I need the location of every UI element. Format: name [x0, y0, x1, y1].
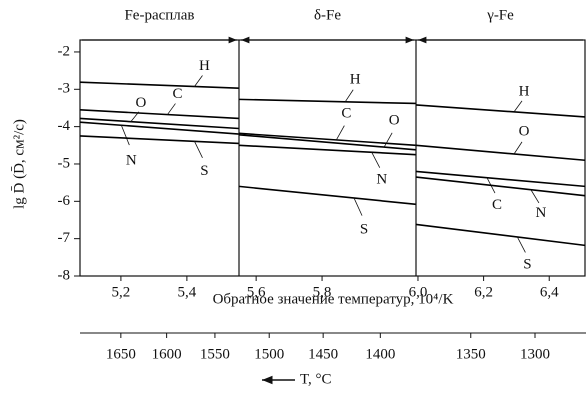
label-leader [167, 103, 176, 115]
x-tick-label: 5,4 [178, 284, 197, 300]
temperature-tick-label: 1550 [200, 346, 230, 362]
temperature-tick-label: 1650 [106, 346, 136, 362]
label-leader [353, 197, 363, 216]
x-tick-label: 5,2 [112, 284, 131, 300]
x-tick-label: 6,4 [540, 284, 559, 300]
phase-label: γ-Fe [486, 7, 514, 23]
y-tick-label: -5 [58, 155, 71, 171]
series-label: C [172, 86, 182, 102]
label-leader [513, 141, 523, 155]
series-line [238, 185, 417, 206]
label-leader [513, 100, 523, 113]
series-label: H [350, 71, 361, 87]
series-line [415, 104, 586, 118]
label-leader [371, 152, 381, 168]
y-tick-label: -7 [58, 230, 71, 246]
label-leader [194, 141, 203, 159]
y-tick-label: -8 [58, 267, 71, 283]
series-label: H [199, 58, 210, 74]
x-tick-label: 5,6 [247, 284, 266, 300]
series-label: S [360, 221, 368, 237]
series-label: C [492, 197, 502, 213]
y-tick-label: -6 [58, 193, 71, 209]
label-leader [336, 125, 345, 141]
y-tick-label: -2 [58, 43, 71, 59]
series-label: C [341, 105, 351, 121]
series-line [238, 132, 417, 147]
series-line [79, 121, 240, 135]
x-tick-label: 6,2 [474, 284, 493, 300]
phase-label: δ-Fe [314, 7, 341, 23]
temperature-tick-label: 1350 [456, 346, 486, 362]
plot-frame [79, 39, 586, 277]
label-leader [194, 75, 203, 87]
series-line [79, 117, 240, 130]
series-label: H [519, 83, 530, 99]
series-label: N [535, 205, 546, 221]
x-axis-label: Обратное значение температур, 10⁴/K [213, 291, 454, 307]
series-label: O [519, 123, 530, 139]
series-line [238, 134, 417, 151]
label-leader [530, 189, 540, 204]
series-label: O [389, 113, 400, 129]
temperature-tick-label: 1600 [152, 346, 182, 362]
x-tick-label: 6,0 [409, 284, 428, 300]
y-tick-label: -3 [58, 81, 71, 97]
series-line [415, 144, 586, 162]
series-label: O [135, 95, 146, 111]
y-axis-label: lg D̄ (D̄, см²/с) [11, 119, 27, 209]
series-line [415, 176, 586, 197]
temperature-tick-label: 1450 [308, 346, 338, 362]
label-leader [130, 111, 140, 122]
series-line [238, 144, 417, 156]
series-label: S [200, 163, 208, 179]
label-leader [120, 125, 130, 146]
label-leader [344, 89, 354, 103]
phase-label: Fe-расплав [124, 7, 194, 23]
series-label: N [126, 153, 137, 169]
temperature-axis-label: T, °C [300, 371, 332, 387]
series-line [79, 109, 240, 120]
series-line [79, 135, 240, 145]
label-leader [383, 132, 393, 148]
series-label: S [523, 256, 531, 272]
series-line [79, 81, 240, 89]
temperature-tick-label: 1400 [365, 346, 395, 362]
series-line [238, 98, 417, 105]
series-label: N [376, 172, 387, 188]
series-line [415, 223, 586, 247]
temperature-tick-label: 1300 [520, 346, 550, 362]
y-tick-label: -4 [58, 118, 71, 134]
series-line [415, 170, 586, 188]
temperature-tick-label: 1500 [254, 346, 284, 362]
x-tick-label: 5,8 [313, 284, 332, 300]
label-leader [517, 236, 526, 253]
